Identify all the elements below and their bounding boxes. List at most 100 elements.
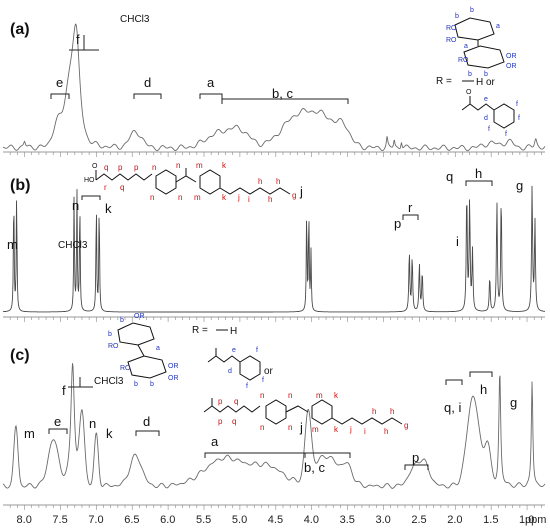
panel-b-bracket-n (81, 195, 101, 200)
panel-c-peak-a: a (211, 434, 219, 449)
x-tick-label: 6.0 (160, 514, 175, 526)
x-tick-label: 3.5 (340, 514, 355, 526)
panel-c-ticks (9, 505, 542, 510)
svg-text:g: g (292, 191, 296, 200)
panel-a-solvent-label: CHCl3 (120, 14, 150, 25)
svg-text:f: f (505, 131, 507, 138)
svg-text:b: b (470, 7, 474, 14)
panel-a-peak-f: f (76, 32, 80, 47)
svg-text:n: n (152, 163, 156, 172)
panel-c-bracket-a (204, 452, 306, 458)
panel-b-peak-m: m (7, 237, 18, 252)
panel-b-peak-n: n (72, 198, 79, 213)
svg-text:q: q (104, 163, 108, 172)
svg-text:n: n (260, 391, 264, 400)
x-tick-label: 5.0 (232, 514, 247, 526)
panel-a-bracket-f (69, 35, 99, 51)
panel-b-peak-j: j (299, 184, 303, 199)
x-tick-label: 4.0 (304, 514, 319, 526)
svg-text:OR: OR (506, 53, 517, 60)
svg-text:i: i (364, 427, 366, 436)
x-tick-label: 6.5 (124, 514, 139, 526)
svg-text:j: j (349, 425, 352, 434)
svg-text:or: or (264, 366, 274, 377)
svg-text:n: n (288, 391, 292, 400)
svg-text:k: k (334, 425, 339, 434)
svg-text:q: q (120, 183, 124, 192)
svg-text:e: e (484, 96, 488, 103)
svg-text:RO: RO (108, 343, 119, 350)
panel-c-bracket-e (48, 428, 68, 434)
panel-b-label: (b) (10, 177, 30, 194)
svg-text:RO: RO (446, 37, 457, 44)
svg-text:f: f (488, 126, 490, 133)
x-tick-label: 2.0 (447, 514, 462, 526)
svg-text:OR: OR (134, 313, 145, 320)
panel-c-bracket-f (68, 377, 93, 388)
panel-c-peak-d: d (143, 414, 150, 429)
x-tick-label: 8.0 (17, 514, 32, 526)
svg-text:k: k (334, 391, 339, 400)
svg-text:d: d (228, 368, 232, 375)
svg-text:O: O (466, 89, 472, 96)
svg-text:n: n (178, 193, 182, 202)
x-tick-label: 1.5 (483, 514, 498, 526)
svg-text:d: d (484, 115, 488, 122)
panel-c-spectrum-trace (2, 363, 546, 489)
svg-text:f: f (262, 377, 264, 384)
panel-c-peak-m: m (24, 426, 35, 441)
svg-text:g: g (404, 421, 408, 430)
panel-a-bracket-a (199, 93, 223, 99)
svg-text:a: a (496, 23, 500, 30)
svg-text:m: m (194, 193, 201, 202)
x-tick-label: 4.5 (268, 514, 283, 526)
panel-c-peak-g: g (510, 395, 517, 410)
panel-a-cyclodextrin-structure: b b a RO RO OR OR RO b b a (446, 7, 517, 78)
panel-a-peak-d: d (144, 75, 151, 90)
panel-c-peak-j: j (299, 420, 303, 435)
panel-a-label: (a) (10, 21, 30, 38)
svg-text:f: f (516, 101, 518, 108)
svg-text:k: k (222, 193, 227, 202)
svg-text:q: q (232, 417, 236, 426)
x-tick-label: 5.5 (196, 514, 211, 526)
svg-text:h: h (276, 177, 280, 186)
svg-text:RO: RO (446, 25, 457, 32)
panel-c-peak-h: h (480, 382, 487, 397)
panel-b-ticks (9, 317, 542, 322)
panel-c-bracket-qi (445, 379, 463, 385)
x-tick-label: 2.5 (411, 514, 426, 526)
panel-c-solvent-label: CHCl3 (94, 376, 124, 387)
panel-c-bracket-p (404, 464, 429, 470)
svg-text:f: f (256, 347, 258, 354)
panel-a-peak-bc: b, c (272, 86, 293, 101)
panel-b-spectrum-trace (2, 185, 546, 313)
panel-c-peak-k: k (106, 426, 113, 441)
panel-a-bracket-e (50, 93, 70, 99)
svg-text:a: a (156, 345, 160, 352)
svg-text:m: m (312, 425, 319, 434)
svg-text:h: h (258, 177, 262, 186)
x-tick-label: 1.0 (519, 514, 534, 526)
panel-c-peak-f: f (62, 383, 66, 398)
panel-b-bracket-h (465, 180, 493, 186)
svg-text:b: b (484, 71, 488, 78)
svg-text:p: p (118, 163, 123, 172)
svg-text:OR: OR (168, 375, 179, 382)
panel-c-x-axis-unit: ppm (525, 514, 546, 526)
svg-text:h: h (268, 195, 272, 204)
panel-c-x-tick-labels: 8.0 7.5 7.0 6.5 6.0 5.5 5.0 4.5 4.0 3.5 3.0 2.5 2.0 1… (17, 514, 535, 526)
panel-b-solvent-label: CHCl3 (58, 240, 88, 251)
svg-text:r: r (104, 183, 107, 192)
panel-c-peak-bc: b, c (304, 460, 325, 475)
svg-text:p: p (218, 417, 223, 426)
svg-text:n: n (150, 193, 154, 202)
panel-c-peak-p: p (412, 450, 419, 465)
svg-text:h: h (390, 407, 394, 416)
panel-c-r-group-structure: R = H or e d f f f (192, 325, 274, 390)
svg-text:R =: R = (436, 76, 452, 87)
svg-text:RO: RO (120, 365, 131, 372)
svg-text:i: i (248, 195, 250, 204)
